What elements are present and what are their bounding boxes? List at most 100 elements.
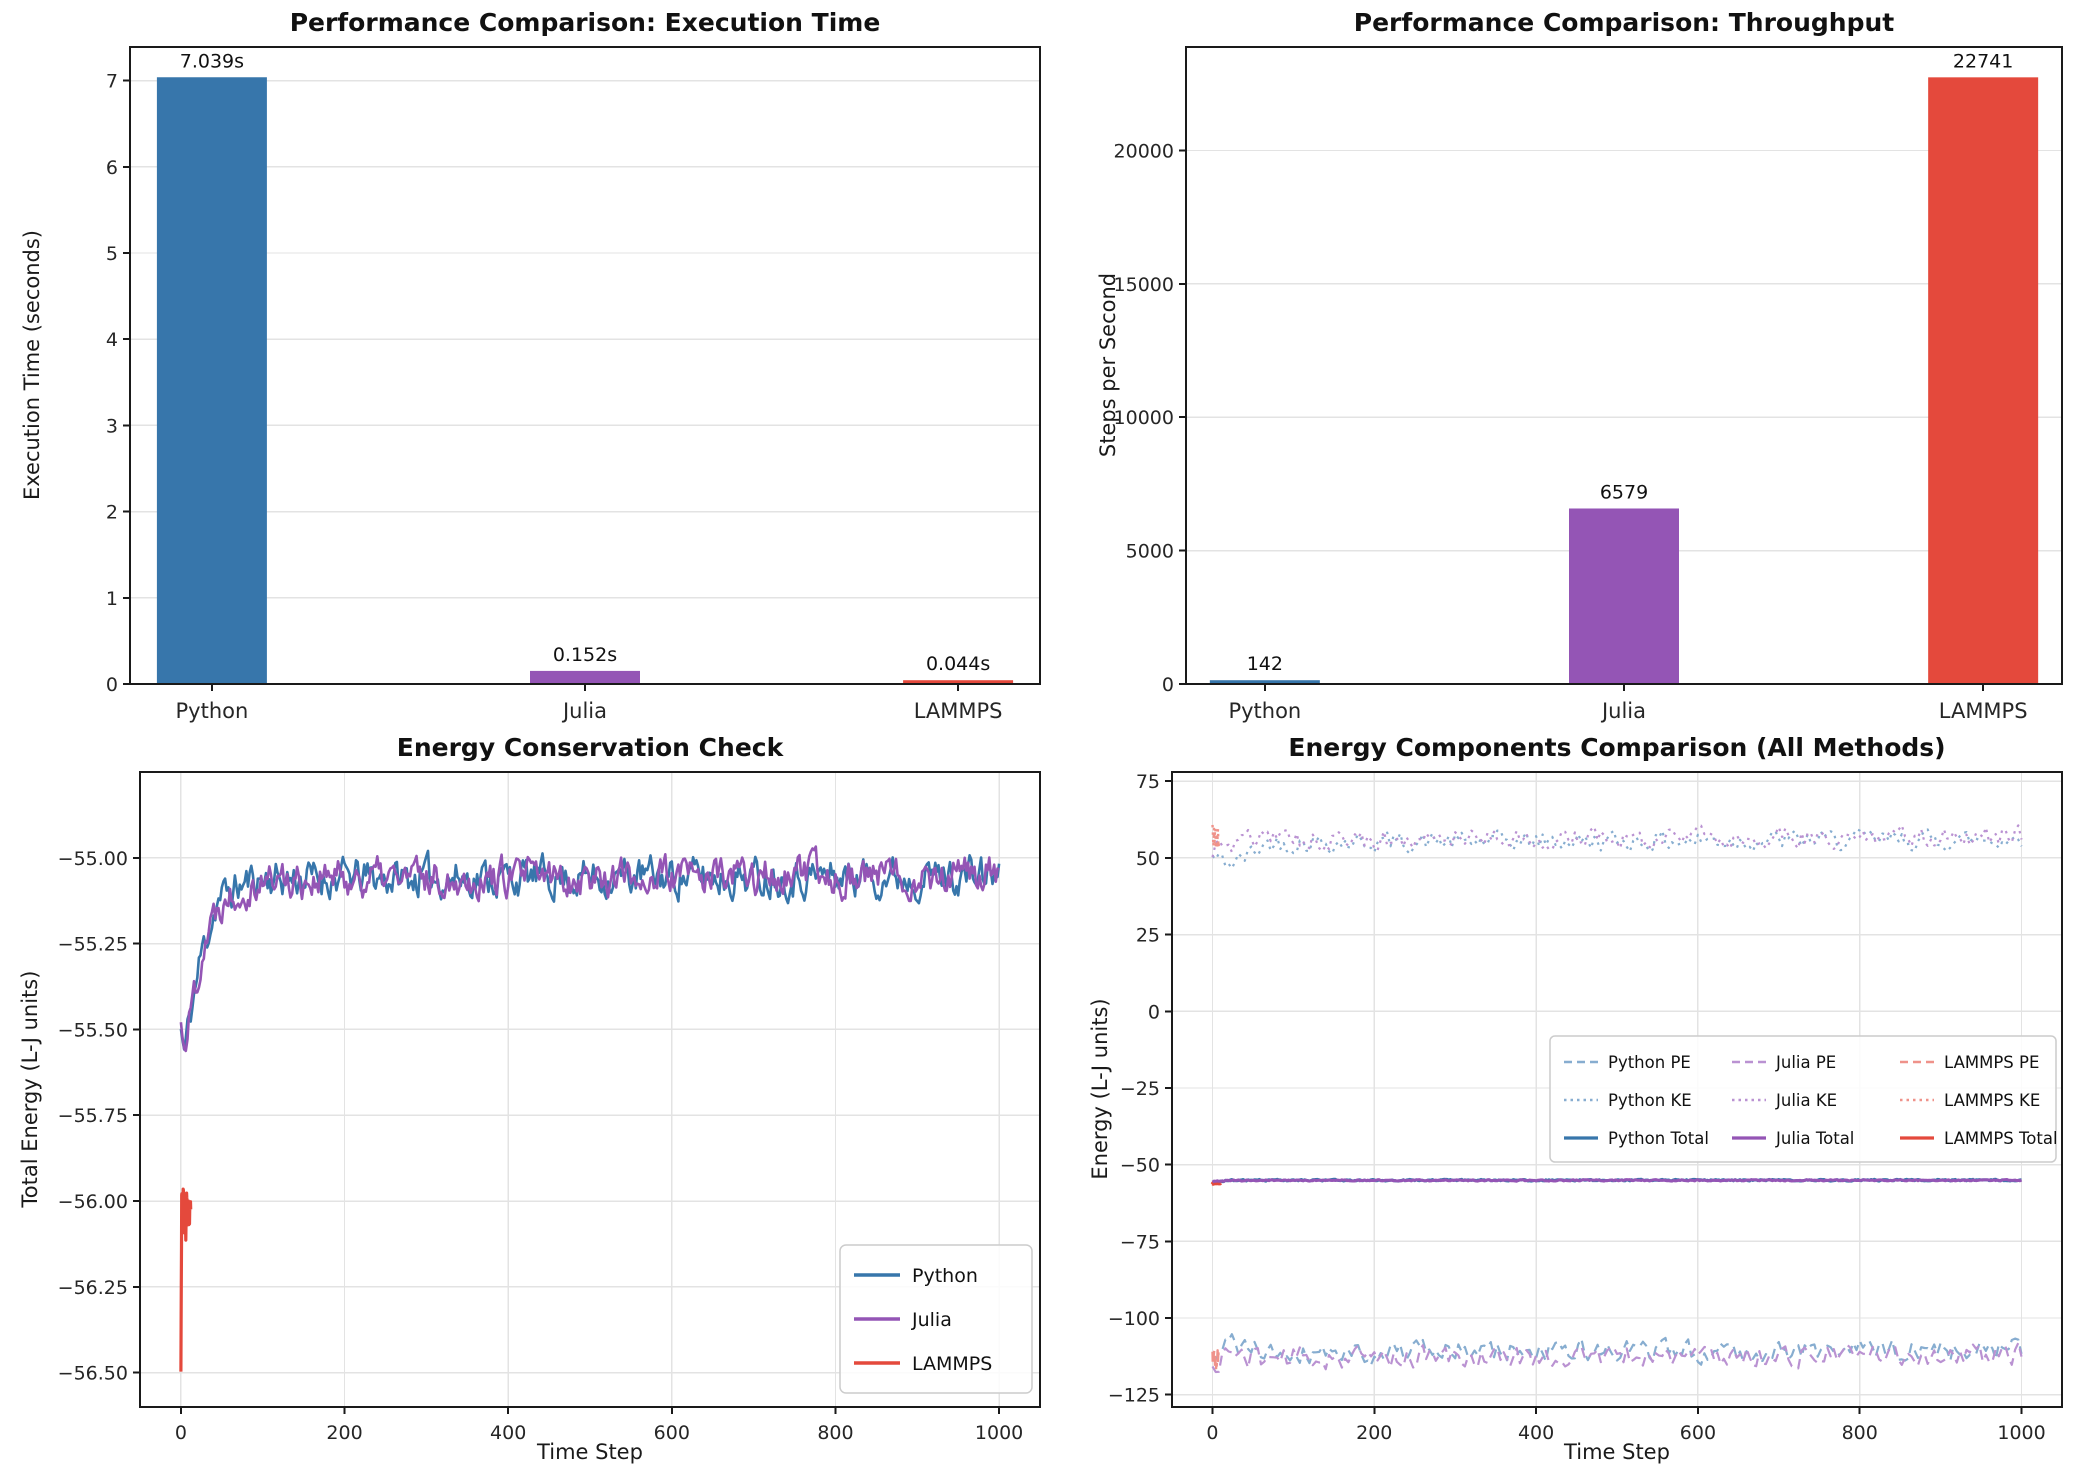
legend-box (839, 1244, 1033, 1394)
y-tick-label: −55.00 (58, 848, 128, 870)
x-tick-label: 1000 (1997, 1422, 2045, 1444)
bar-value-label: 0.044s (926, 653, 990, 675)
legend-label: LAMMPS Total (1944, 1129, 2058, 1148)
y-tick-label: 10000 (1114, 407, 1174, 429)
y-tick-label: −55.75 (58, 1105, 128, 1127)
series-line-python-ke (1211, 828, 2023, 870)
chart-2-title: Energy Conservation Check (396, 733, 784, 762)
legend-label: Julia Total (1775, 1129, 1854, 1148)
y-tick-label: −56.50 (58, 1363, 128, 1385)
subplot-0: 7.039s Python 0.152s Julia 0.044s LAMMPS 0 1 2 3 4… (106, 46, 1041, 723)
bar-lammps (903, 680, 1014, 684)
subplot-2: 0 200 400 600 800 1000 Python Julia LAMMPS −56.50… (58, 771, 1041, 1444)
axes-frame (129, 46, 1041, 685)
x-tick-label: 0 (1206, 1422, 1218, 1444)
series-line-julia-total (1211, 1178, 2023, 1184)
x-tick-label: 1000 (975, 1422, 1023, 1444)
x-tick-label: 600 (654, 1422, 690, 1444)
y-tick-label: 0 (106, 674, 118, 696)
y-tick-label: −75 (1120, 1231, 1160, 1253)
bar-value-label: 6579 (1600, 481, 1648, 503)
x-tick-label: 200 (326, 1422, 362, 1444)
y-tick-label: −100 (1108, 1308, 1160, 1330)
y-tick-label: 1 (106, 588, 118, 610)
axes-frame (139, 771, 1041, 1408)
y-tick-label: −56.00 (58, 1191, 128, 1213)
series-line-julia-pe (1211, 1341, 2023, 1374)
y-tick-label: −56.25 (58, 1277, 128, 1299)
subplot-1: 142 Python 6579 Julia 22741 LAMMPS 0 5000 10000 1… (1114, 46, 2063, 723)
bar-value-label: 22741 (1953, 50, 2013, 72)
x-tick-label: 800 (817, 1422, 853, 1444)
chart-1-title: Performance Comparison: Throughput (1353, 8, 1895, 37)
category-tick-label: Python (176, 699, 249, 723)
y-tick-label: −50 (1120, 1155, 1160, 1177)
category-tick-label: Julia (561, 699, 607, 723)
y-tick-label: 20000 (1114, 140, 1174, 162)
chart-3-x-axis-label: Time Step (1564, 1440, 1670, 1464)
bar-julia (1569, 508, 1679, 684)
bar-value-label: 7.039s (180, 50, 244, 72)
legend-label: Python (912, 1265, 978, 1287)
y-tick-label: 50 (1136, 848, 1160, 870)
category-tick-label: LAMMPS (1939, 699, 2028, 723)
y-tick-label: 5000 (1126, 541, 1174, 563)
y-tick-label: 2 (106, 502, 118, 524)
category-tick-label: LAMMPS (914, 699, 1003, 723)
series-line-julia (179, 845, 1000, 1053)
x-tick-label: 400 (490, 1422, 526, 1444)
y-tick-label: 7 (106, 71, 118, 93)
bar-lammps (1928, 77, 2039, 685)
y-tick-label: 0 (1162, 674, 1174, 696)
y-tick-label: −125 (1108, 1385, 1160, 1407)
legend-label: Python KE (1608, 1091, 1692, 1110)
y-tick-label: 0 (1148, 1001, 1160, 1023)
legend-label: Julia PE (1775, 1053, 1836, 1072)
x-tick-label: 400 (1518, 1422, 1554, 1444)
y-tick-label: 5 (106, 243, 118, 265)
legend-label: Python Total (1608, 1129, 1709, 1148)
legend-label: Python PE (1608, 1053, 1691, 1072)
y-tick-label: 25 (1136, 925, 1160, 947)
legend-label: LAMMPS (912, 1353, 992, 1375)
x-tick-label: 600 (1680, 1422, 1716, 1444)
chart-2-x-axis-label: Time Step (537, 1440, 643, 1464)
bar-python (1209, 680, 1320, 684)
series-line-julia-ke (1211, 824, 2023, 858)
y-tick-label: 3 (106, 415, 118, 437)
category-tick-label: Julia (1600, 699, 1646, 723)
x-tick-label: 200 (1356, 1422, 1392, 1444)
y-tick-label: −55.25 (58, 934, 128, 956)
y-tick-label: 4 (106, 329, 118, 351)
y-tick-label: 15000 (1114, 274, 1174, 296)
legend-label: LAMMPS PE (1944, 1053, 2039, 1072)
category-tick-label: Python (1228, 699, 1301, 723)
legend-box (1549, 1035, 2057, 1163)
axes-frame (1171, 771, 2063, 1408)
bar-julia (530, 670, 640, 684)
bar-value-label: 142 (1247, 653, 1283, 675)
series-line-lammps-ke (1211, 824, 1221, 850)
y-tick-label: −25 (1120, 1078, 1160, 1100)
x-tick-label: 800 (1842, 1422, 1878, 1444)
legend-label: Julia KE (1775, 1091, 1837, 1110)
bar-python (156, 77, 267, 684)
bar-value-label: 0.152s (553, 644, 617, 666)
series-line-lammps (179, 1187, 193, 1372)
series-group (1210, 824, 2023, 1374)
x-tick-label: 0 (175, 1422, 187, 1444)
subplot-3: 0 200 400 600 800 1000 Python PE Python KE Pytho… (1108, 771, 2063, 1444)
axes-frame (1185, 46, 2063, 685)
series-line-python-pe (1212, 1333, 2023, 1366)
legend-label: Julia (911, 1309, 952, 1331)
series-line-lammps-pe (1211, 1349, 1221, 1372)
y-tick-label: 6 (106, 157, 118, 179)
y-tick-label: 75 (1136, 771, 1160, 793)
series-group (179, 845, 1001, 1372)
chart-3-title: Energy Components Comparison (All Method… (1288, 733, 1946, 762)
y-tick-label: −55.50 (58, 1019, 128, 1041)
legend-label: LAMMPS KE (1944, 1091, 2040, 1110)
series-line-lammps-total (1210, 1180, 1223, 1186)
